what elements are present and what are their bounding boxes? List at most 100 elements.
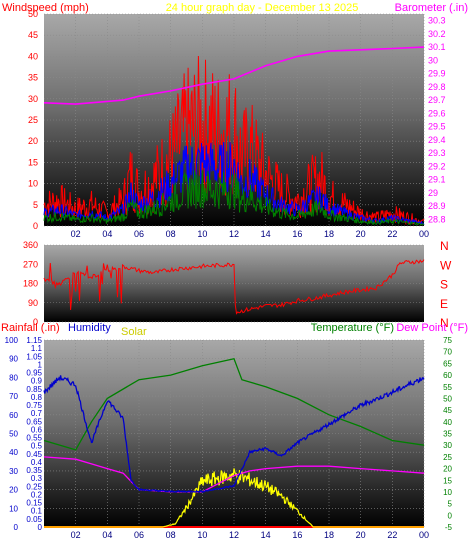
solar-label: Solar bbox=[121, 326, 147, 338]
y-tick-label-barometer: 29.8 bbox=[428, 82, 446, 92]
y-tick-label-temperature: 25 bbox=[443, 453, 452, 462]
y-tick-label-barometer: 29.6 bbox=[428, 108, 446, 118]
y-tick-label-rainfall: 1 bbox=[38, 360, 43, 369]
x-tick-label: 10 bbox=[197, 530, 207, 540]
y-tick-label-temperature: 10 bbox=[443, 488, 452, 497]
y-tick-label-rainfall: 0.5 bbox=[31, 442, 43, 451]
y-tick-label-rainfall: 0.35 bbox=[26, 466, 42, 475]
y-tick-label-rainfall: 1.1 bbox=[31, 344, 43, 353]
x-tick-label: 08 bbox=[166, 530, 176, 540]
y-tick-label-rainfall: 0.05 bbox=[26, 515, 42, 524]
y-tick-label-rainfall: 1.15 bbox=[26, 336, 42, 345]
y-tick-label-direction: 360 bbox=[23, 240, 38, 250]
x-tick-label: 04 bbox=[102, 530, 112, 540]
y-tick-label-rainfall: 0.45 bbox=[26, 450, 42, 459]
y-tick-label-wind: 45 bbox=[28, 30, 38, 40]
y-tick-label-humidity: 10 bbox=[9, 504, 18, 513]
y-tick-label-barometer: 30 bbox=[428, 55, 438, 65]
x-tick-label: 00 bbox=[419, 229, 429, 239]
y-tick-label-wind: 50 bbox=[28, 9, 38, 19]
x-tick-label: 20 bbox=[356, 229, 366, 239]
rainfall-label: Rainfall (.in) bbox=[1, 322, 60, 334]
y-tick-label-temperature: 60 bbox=[443, 371, 452, 380]
y-tick-label-rainfall: 0.6 bbox=[31, 425, 43, 434]
y-tick-label-wind: 5 bbox=[33, 200, 38, 210]
x-tick-label: 10 bbox=[197, 229, 207, 239]
y-tick-label-temperature: 70 bbox=[443, 348, 452, 357]
axis-labels: 0510152025303540455028.828.92929.129.229… bbox=[5, 9, 453, 540]
x-tick-label: 16 bbox=[292, 229, 302, 239]
series-solar bbox=[44, 468, 424, 528]
y-tick-label-humidity: 40 bbox=[9, 448, 18, 457]
y-tick-label-rainfall: 0.3 bbox=[31, 474, 43, 483]
y-tick-label-wind: 10 bbox=[28, 179, 38, 189]
y-tick-label-rainfall: 0.1 bbox=[31, 507, 43, 516]
x-tick-label: 08 bbox=[166, 229, 176, 239]
x-tick-label: 06 bbox=[134, 229, 144, 239]
humidity-label: Humidity bbox=[68, 322, 111, 334]
y-tick-label-rainfall: 0.2 bbox=[31, 490, 43, 499]
y-tick-label-rainfall: 0.65 bbox=[26, 417, 42, 426]
y-tick-label-humidity: 20 bbox=[9, 486, 18, 495]
series-dewpoint bbox=[43, 456, 425, 493]
y-tick-label-barometer: 30.1 bbox=[428, 42, 446, 52]
y-tick-label-rainfall: 0.55 bbox=[26, 434, 42, 443]
y-tick-label-humidity: 30 bbox=[9, 467, 18, 476]
x-tick-label: 16 bbox=[292, 530, 302, 540]
y-tick-label-wind: 0 bbox=[33, 221, 38, 231]
y-tick-label-wind: 35 bbox=[28, 73, 38, 83]
y-tick-label-barometer: 29.3 bbox=[428, 148, 446, 158]
x-tick-label: 04 bbox=[102, 229, 112, 239]
y-tick-label-temperature: 20 bbox=[443, 465, 452, 474]
chart-title: 24 hour graph day - December 13 2025 bbox=[166, 2, 359, 14]
dewpoint-label: Dew Point (°F) bbox=[396, 322, 468, 334]
y-tick-label-rainfall: 0.25 bbox=[26, 482, 42, 491]
y-tick-label-rainfall: 0.95 bbox=[26, 369, 42, 378]
series-layer bbox=[43, 46, 425, 528]
y-tick-label-rainfall: 1.05 bbox=[26, 352, 42, 361]
series-wind-direction bbox=[43, 259, 425, 315]
series-barometer bbox=[43, 46, 425, 105]
y-tick-label-direction: 0 bbox=[33, 317, 38, 327]
y-tick-label-rainfall: 0 bbox=[38, 523, 43, 532]
y-tick-label-humidity: 70 bbox=[9, 392, 18, 401]
x-tick-label: 02 bbox=[71, 530, 81, 540]
y-tick-label-rainfall: 0.85 bbox=[26, 385, 42, 394]
x-tick-label: 02 bbox=[71, 229, 81, 239]
y-tick-label-humidity: 60 bbox=[9, 411, 18, 420]
y-tick-label-barometer: 29 bbox=[428, 188, 438, 198]
y-tick-label-temperature: 65 bbox=[443, 359, 452, 368]
x-tick-label: 12 bbox=[229, 229, 239, 239]
x-tick-label: 18 bbox=[324, 229, 334, 239]
y-tick-label-wind: 25 bbox=[28, 115, 38, 125]
x-tick-label: 22 bbox=[387, 530, 397, 540]
compass-label: S bbox=[440, 278, 448, 292]
y-tick-label-temperature: 15 bbox=[443, 476, 452, 485]
y-tick-label-barometer: 30.3 bbox=[428, 16, 446, 26]
y-tick-label-temperature: 0 bbox=[448, 511, 453, 520]
y-tick-label-temperature: 5 bbox=[448, 500, 453, 509]
series-humidity bbox=[43, 375, 425, 493]
x-tick-label: 22 bbox=[387, 229, 397, 239]
y-tick-label-direction: 180 bbox=[23, 279, 38, 289]
compass-label: N bbox=[440, 239, 449, 253]
x-tick-label: 18 bbox=[324, 530, 334, 540]
y-tick-label-humidity: 0 bbox=[14, 523, 19, 532]
x-tick-label: 00 bbox=[419, 530, 429, 540]
y-tick-label-wind: 20 bbox=[28, 136, 38, 146]
y-tick-label-barometer: 30.2 bbox=[428, 29, 446, 39]
y-tick-label-rainfall: 0.7 bbox=[31, 409, 43, 418]
y-tick-label-rainfall: 0.15 bbox=[26, 499, 42, 508]
x-tick-label: 14 bbox=[261, 229, 271, 239]
y-tick-label-barometer: 29.1 bbox=[428, 175, 446, 185]
x-tick-label: 14 bbox=[261, 530, 271, 540]
y-tick-label-barometer: 29.4 bbox=[428, 135, 446, 145]
compass-label: N bbox=[440, 316, 449, 330]
y-tick-label-humidity: 100 bbox=[5, 336, 19, 345]
y-tick-label-rainfall: 0.75 bbox=[26, 401, 42, 410]
y-tick-label-rainfall: 0.9 bbox=[31, 377, 43, 386]
barometer-label: Barometer (.in) bbox=[395, 2, 468, 14]
y-tick-label-direction: 90 bbox=[28, 298, 38, 308]
